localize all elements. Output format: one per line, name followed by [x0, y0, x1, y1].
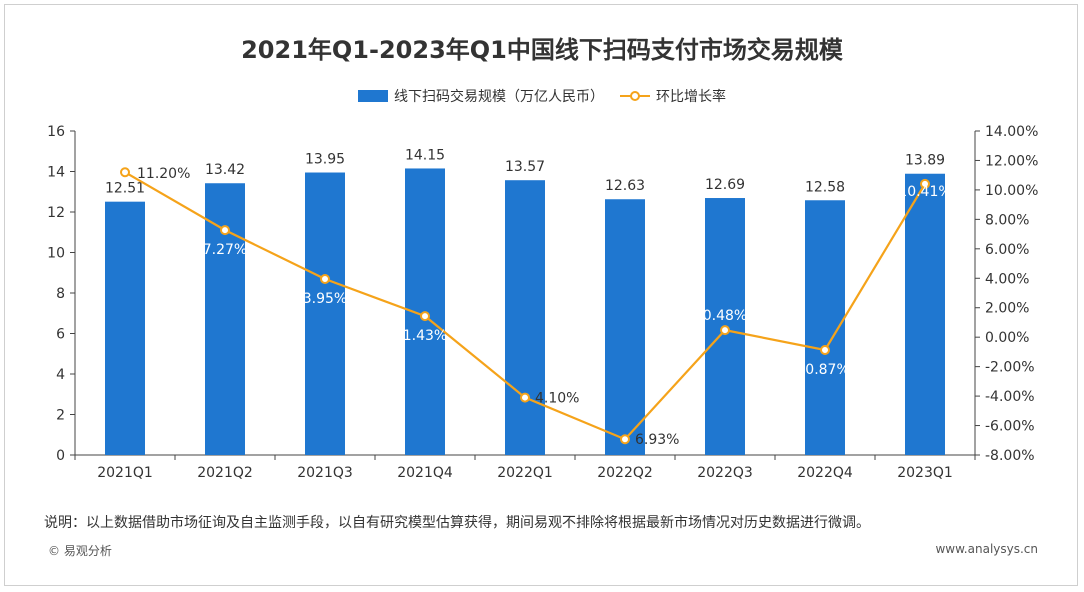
growth-rate-point: [120, 167, 130, 178]
chart-title: 2021年Q1-2023年Q1中国线下扫码支付市场交易规模: [241, 36, 843, 64]
right-tick-label: 12.00%: [985, 153, 1038, 169]
x-tick-label: 2021Q2: [197, 465, 253, 481]
growth-rate-label: 6.93%: [635, 432, 679, 448]
x-tick-label: 2022Q3: [697, 465, 753, 481]
growth-rate-label: 0.48%: [703, 308, 747, 324]
bar: [905, 173, 945, 456]
growth-rate-point: [620, 434, 630, 445]
bar-value-label: 12.69: [705, 177, 745, 193]
left-tick-label: 8: [56, 286, 65, 302]
bar-value-label: 14.15: [405, 147, 445, 163]
x-tick-label: 2022Q2: [597, 465, 653, 481]
right-tick-label: -6.00%: [985, 419, 1035, 435]
legend-bar-swatch: [358, 90, 388, 102]
x-tick-label: 2021Q4: [397, 465, 453, 481]
growth-rate-point: [520, 392, 530, 403]
growth-rate-point: [420, 311, 430, 322]
right-tick-label: -2.00%: [985, 360, 1035, 376]
legend-item-line: 环比增长率: [620, 86, 726, 106]
footnote: 说明：以上数据借助市场征询及自主监测手段，以自有研究模型估算获得，期间易观不排除…: [44, 515, 870, 531]
bar-value-label: 12.51: [105, 181, 145, 197]
growth-rate-point: [820, 344, 830, 355]
growth-rate-point: [920, 178, 930, 189]
bar-value-label: 13.95: [305, 152, 345, 168]
growth-rate-label: 1.43%: [403, 328, 447, 344]
bar-value-label: 12.58: [805, 179, 845, 195]
left-tick-label: 12: [47, 205, 65, 221]
bar: [205, 183, 245, 455]
x-tick-label: 2023Q1: [897, 465, 953, 481]
right-tick-label: 14.00%: [985, 124, 1038, 140]
left-tick-label: 10: [47, 246, 65, 262]
left-tick-label: 4: [56, 367, 65, 383]
left-tick-label: 0: [56, 448, 65, 464]
right-tick-label: 6.00%: [985, 242, 1029, 258]
growth-rate-label: -0.87%: [800, 362, 850, 378]
bar-value-label: 13.42: [205, 162, 245, 178]
website: www.analysys.cn: [935, 542, 1038, 556]
bar: [305, 172, 345, 455]
legend-line-label: 环比增长率: [656, 89, 726, 105]
bar-value-label: 12.63: [605, 178, 645, 194]
bar-value-label: 13.57: [505, 159, 545, 175]
growth-rate-label: 11.20%: [137, 166, 190, 182]
legend-bar-label: 线下扫码交易规模（万亿人民币）: [394, 89, 604, 105]
bar: [505, 180, 545, 455]
right-tick-label: -8.00%: [985, 448, 1035, 464]
chart-legend: 线下扫码交易规模（万亿人民币） 环比增长率: [0, 86, 1084, 106]
legend-line-swatch: [620, 90, 650, 102]
bar: [605, 199, 645, 455]
right-tick-label: 0.00%: [985, 330, 1029, 346]
bar-value-label: 13.89: [905, 153, 945, 169]
growth-rate-point: [220, 225, 230, 236]
growth-rate-label: 4.10%: [535, 391, 579, 407]
bar: [105, 201, 145, 455]
growth-rate-label: 7.27%: [203, 242, 247, 258]
right-tick-label: -4.00%: [985, 389, 1035, 405]
copyright: © 易观分析: [48, 544, 112, 558]
right-tick-label: 4.00%: [985, 271, 1029, 287]
right-tick-label: 2.00%: [985, 301, 1029, 317]
right-tick-label: 10.00%: [985, 183, 1038, 199]
growth-rate-point: [720, 325, 730, 336]
left-tick-label: 2: [56, 408, 65, 424]
growth-rate-label: 10.41%: [898, 184, 951, 200]
left-tick-label: 16: [47, 124, 65, 140]
x-tick-label: 2021Q3: [297, 465, 353, 481]
growth-rate-label: 3.95%: [303, 291, 347, 307]
left-tick-label: 6: [56, 327, 65, 343]
legend-item-bar: 线下扫码交易规模（万亿人民币）: [358, 86, 604, 106]
right-tick-label: 8.00%: [985, 212, 1029, 228]
x-tick-label: 2021Q1: [97, 465, 153, 481]
x-tick-label: 2022Q4: [797, 465, 853, 481]
x-tick-label: 2022Q1: [497, 465, 553, 481]
growth-rate-point: [320, 274, 330, 285]
left-tick-label: 14: [47, 165, 65, 181]
